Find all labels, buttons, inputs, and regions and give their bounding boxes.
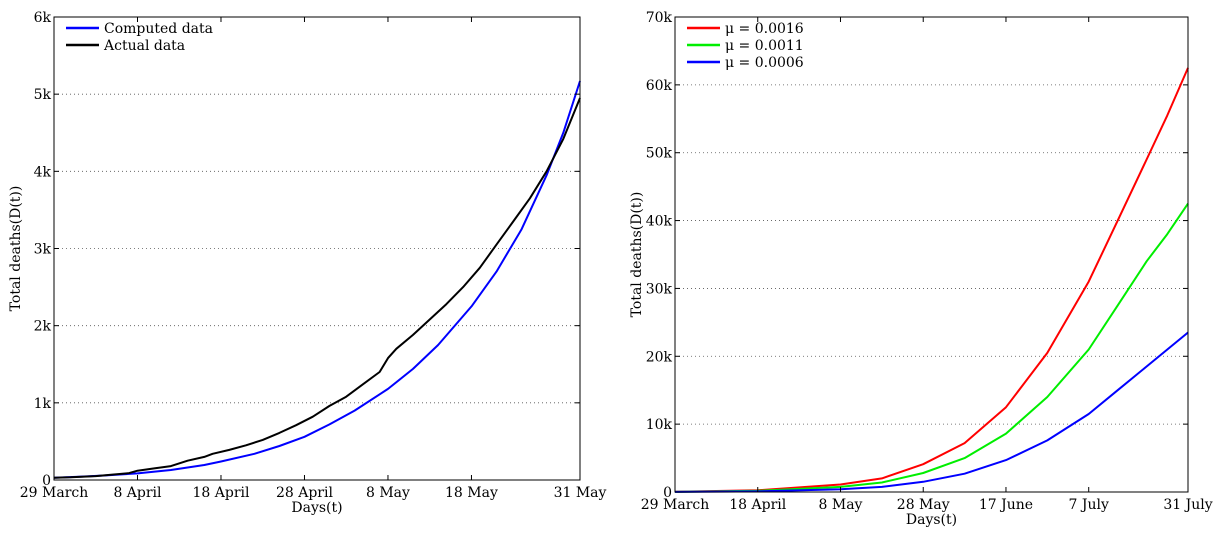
y-tick-label: 5k bbox=[34, 87, 52, 103]
legend-label: μ = 0.0016 bbox=[725, 21, 804, 37]
y-tick-label: 1k bbox=[34, 396, 52, 412]
y-tick-label: 6k bbox=[34, 10, 52, 26]
x-tick-label: 18 April bbox=[729, 497, 787, 513]
x-tick-label: 18 May bbox=[445, 485, 498, 501]
x-axis-label: Days(t) bbox=[906, 512, 957, 528]
x-tick-label: 18 April bbox=[192, 485, 250, 501]
legend-label: Computed data bbox=[104, 21, 213, 37]
x-tick-label: 28 April bbox=[276, 485, 334, 501]
y-tick-label: 20k bbox=[646, 349, 673, 365]
x-tick-label: 31 July bbox=[1163, 497, 1212, 513]
legend-label: μ = 0.0011 bbox=[725, 38, 804, 54]
x-tick-label: 31 May bbox=[554, 485, 607, 501]
y-tick-label: 50k bbox=[646, 146, 673, 162]
y-axis-label: Total deaths(D(t)) bbox=[629, 192, 645, 318]
x-tick-label: 8 May bbox=[366, 485, 410, 501]
y-axis-label: Total deaths(D(t)) bbox=[8, 186, 24, 312]
y-tick-label: 3k bbox=[34, 242, 52, 258]
y-tick-label: 2k bbox=[34, 319, 52, 335]
y-tick-label: 40k bbox=[646, 214, 673, 230]
legend-label: μ = 0.0006 bbox=[725, 55, 804, 71]
chart-2: 0 10k 20k 30k 40k 50k 60k 70k 29 March 18 April 8 … bbox=[629, 10, 1213, 528]
chart-1: 0 1k 2k 3k 4k 5k 6k 29 March 8 April 18 April 28 A… bbox=[8, 10, 607, 516]
y-tick-label: 70k bbox=[646, 10, 673, 26]
x-tick-label: 8 May bbox=[819, 497, 863, 513]
y-tick-label: 0 bbox=[42, 473, 51, 489]
series-line-1 bbox=[53, 80, 581, 479]
plot-frame bbox=[53, 16, 581, 481]
plot-frame bbox=[674, 16, 1189, 493]
series-line-2 bbox=[674, 203, 1189, 493]
y-tick-label: 4k bbox=[34, 164, 52, 180]
x-tick-label: 17 June bbox=[979, 497, 1033, 513]
x-tick-label: 29 March bbox=[20, 485, 89, 501]
x-tick-label: 28 May bbox=[897, 497, 950, 513]
x-axis-label: Days(t) bbox=[291, 500, 342, 516]
x-tick-label: 8 April bbox=[113, 485, 162, 501]
x-tick-label: 29 March bbox=[641, 497, 710, 513]
y-tick-label: 10k bbox=[646, 417, 673, 433]
series-line-2 bbox=[53, 97, 581, 479]
series-line-1 bbox=[674, 67, 1189, 493]
y-tick-label: 60k bbox=[646, 78, 673, 94]
y-tick-label: 30k bbox=[646, 281, 673, 297]
x-tick-label: 7 July bbox=[1069, 497, 1109, 513]
y-tick-label: 0 bbox=[663, 485, 672, 501]
legend-label: Actual data bbox=[103, 38, 185, 54]
